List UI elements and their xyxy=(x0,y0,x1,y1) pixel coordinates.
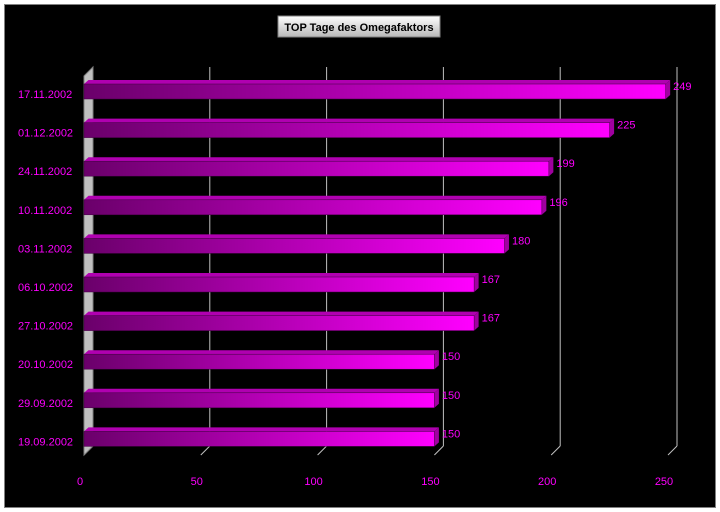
bar-end-face xyxy=(548,157,554,177)
tick-mark xyxy=(317,445,327,456)
bar-top-face xyxy=(84,195,547,200)
bar xyxy=(83,273,479,293)
bar-end-face xyxy=(474,273,479,292)
bar-top-face xyxy=(84,234,509,239)
category-label: 03.11.2002 xyxy=(18,243,72,255)
bar-top-face xyxy=(84,388,439,393)
x-tick-label: 50 xyxy=(191,476,203,488)
bar-top-face xyxy=(84,80,671,84)
category-label: 19.09.2002 xyxy=(18,436,73,448)
bar-end-face xyxy=(541,195,547,215)
data-label: 180 xyxy=(512,235,530,247)
data-label: 150 xyxy=(442,351,460,363)
bar-end-face xyxy=(665,80,671,99)
category-label: 01.12.2002 xyxy=(18,128,73,140)
bar-end-face xyxy=(504,234,509,254)
data-label: 167 xyxy=(482,274,500,286)
bar-top-face xyxy=(84,350,439,355)
tick-mark xyxy=(434,445,444,456)
bar-end-face xyxy=(474,311,479,331)
bar-end-face xyxy=(434,388,439,408)
category-label: 27.10.2002 xyxy=(18,321,73,333)
bar xyxy=(83,350,439,370)
bar-front-face xyxy=(83,122,610,138)
bar xyxy=(83,157,554,177)
chart-title: TOP Tage des Omegafaktors xyxy=(277,15,441,38)
bar-top-face xyxy=(84,273,479,277)
category-label: 10.11.2002 xyxy=(18,205,72,217)
bar-end-face xyxy=(609,118,615,138)
x-tick-label: 200 xyxy=(538,476,556,488)
bar xyxy=(83,234,509,254)
bar-top-face xyxy=(84,427,439,432)
bar-end-face xyxy=(434,350,439,370)
data-label: 225 xyxy=(617,120,635,132)
bar-top-face xyxy=(84,311,479,316)
chart-title-text: TOP Tage des Omegafaktors xyxy=(284,22,433,34)
category-label: 17.11.2002 xyxy=(18,89,72,101)
category-label: 20.10.2002 xyxy=(18,359,73,371)
bar xyxy=(83,118,615,138)
tick-mark xyxy=(667,445,678,456)
bar-front-face xyxy=(83,160,550,177)
bar-front-face xyxy=(83,238,505,254)
bar-front-face xyxy=(83,431,435,447)
category-label: 06.10.2002 xyxy=(18,282,73,294)
data-label: 150 xyxy=(442,428,460,440)
bar xyxy=(83,388,439,409)
category-label: 24.11.2002 xyxy=(18,166,72,178)
tick-mark xyxy=(200,445,211,456)
category-label: 29.09.2002 xyxy=(18,398,73,410)
x-tick-label: 0 xyxy=(77,476,83,488)
bar-front-face xyxy=(83,199,543,216)
bar-top-face xyxy=(84,157,554,162)
bar-front-face xyxy=(83,392,435,409)
bar xyxy=(83,80,671,100)
data-label: 196 xyxy=(549,197,567,209)
bar-front-face xyxy=(83,315,475,331)
x-tick-label: 100 xyxy=(304,476,322,488)
data-label: 249 xyxy=(673,81,691,93)
data-label: 150 xyxy=(442,390,460,402)
bar-front-face xyxy=(83,276,475,293)
bar xyxy=(83,195,547,216)
data-label: 167 xyxy=(482,313,500,325)
bar xyxy=(83,427,439,447)
x-tick-label: 150 xyxy=(421,476,439,488)
bar xyxy=(83,311,479,331)
data-label: 199 xyxy=(556,158,574,170)
tick-mark xyxy=(550,445,561,456)
x-tick-label: 250 xyxy=(655,476,673,488)
bar-top-face xyxy=(84,118,615,123)
bar-front-face xyxy=(83,353,435,370)
bar-end-face xyxy=(434,427,439,447)
bar-front-face xyxy=(83,83,666,100)
